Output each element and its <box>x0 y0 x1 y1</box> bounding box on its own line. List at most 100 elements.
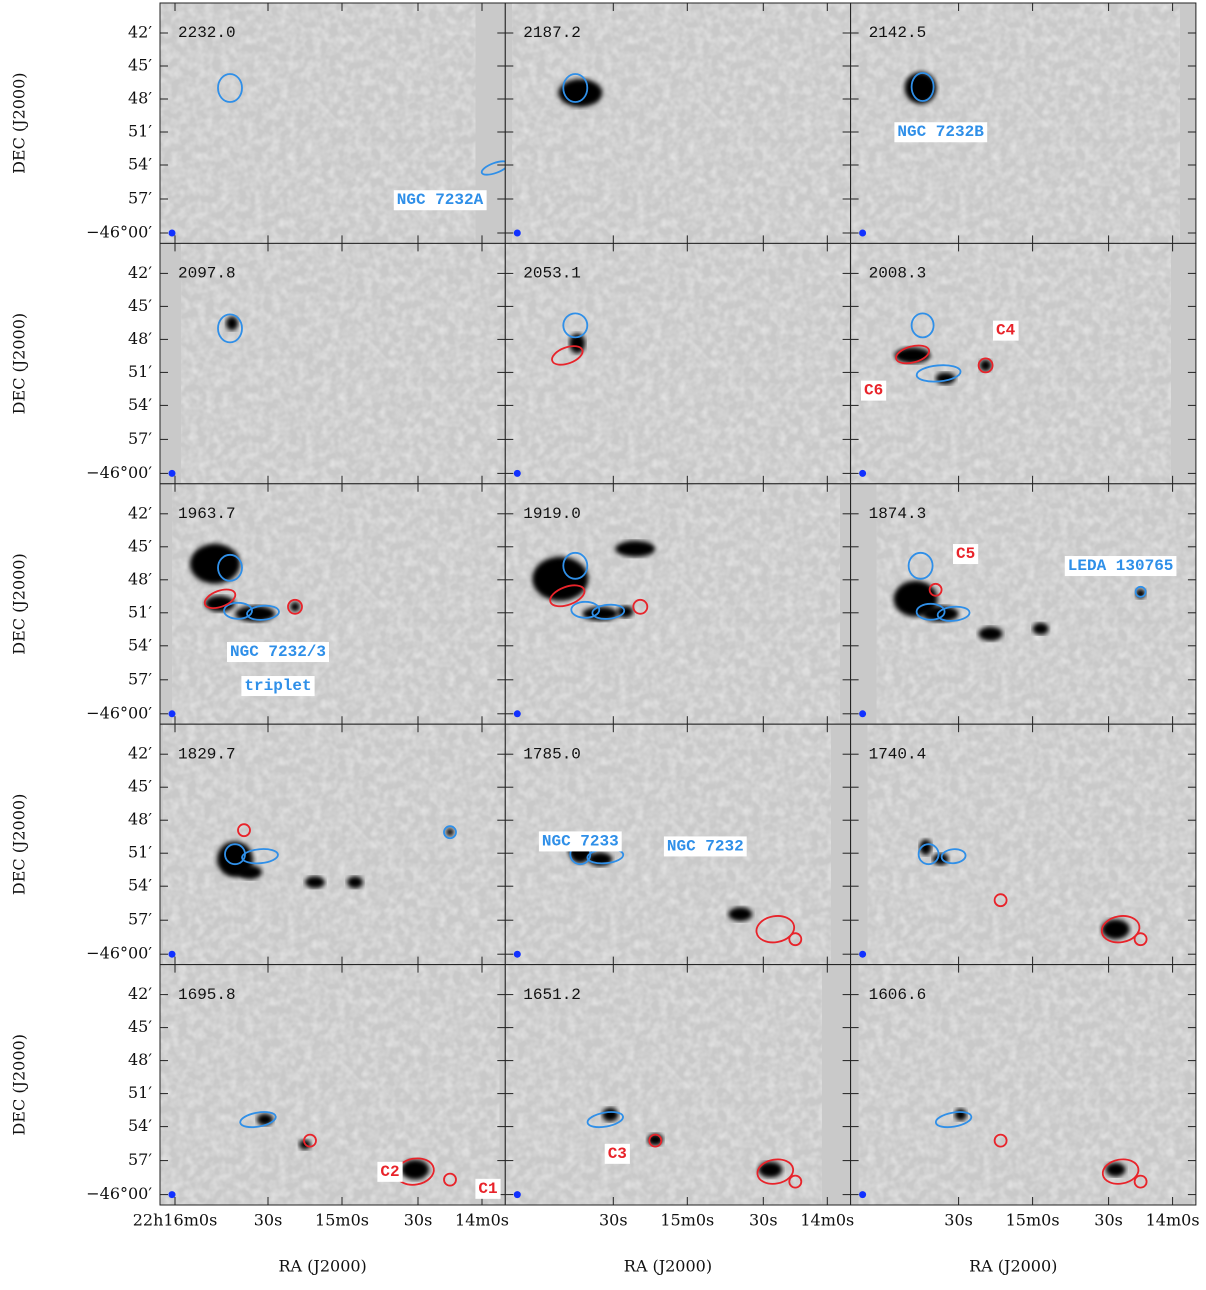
beam <box>859 950 867 958</box>
noise <box>163 724 506 965</box>
panel: 1606.6 <box>850 964 1197 1206</box>
velocity-label: 1606.6 <box>869 986 927 1004</box>
cloud-ellipse <box>632 598 649 615</box>
y-tick-label: 42′ <box>128 23 152 42</box>
cloud-ellipse <box>756 1158 795 1185</box>
x-tick-label: 14m0s <box>1146 1211 1200 1230</box>
y-tick-label: 51′ <box>128 602 152 621</box>
galaxy-ellipse <box>480 160 506 176</box>
y-tick-label: −46°00′ <box>86 223 152 242</box>
panel: 2053.1 <box>504 242 852 485</box>
cloud-ellipse <box>788 932 803 947</box>
x-tick-label: 30s <box>404 1211 433 1230</box>
panel-image <box>505 3 851 244</box>
velocity-label: 2097.8 <box>178 265 236 283</box>
velocity-label: 2008.3 <box>869 265 927 283</box>
galaxy-ellipse <box>915 602 946 621</box>
galaxy-ellipse <box>246 604 280 621</box>
y-tick-label: 57′ <box>128 910 152 929</box>
annotation-bg <box>226 642 330 663</box>
y-tick-label: 57′ <box>128 189 152 208</box>
y-tick-label: 57′ <box>128 1150 152 1169</box>
noise <box>512 3 851 244</box>
x-tick-label: 30s <box>1094 1211 1123 1230</box>
panel: 2232.0 NGC 7232A <box>159 2 506 244</box>
emission-blob <box>932 853 949 866</box>
noise <box>505 483 840 725</box>
emission-blob <box>226 316 238 331</box>
y-tick-label: 54′ <box>128 395 152 414</box>
annotation: triplet <box>244 677 311 695</box>
emission-blob <box>1032 622 1049 635</box>
y-axis-label: DEC (J2000) <box>10 313 29 414</box>
galaxy-ellipse <box>443 825 457 840</box>
emission-blob <box>922 605 959 622</box>
annotation-bg <box>393 190 487 211</box>
velocity-label: 1874.3 <box>869 505 927 523</box>
y-tick-label: 57′ <box>128 669 152 688</box>
y-tick-label: 45′ <box>128 296 152 315</box>
annotation: LEDA 130765 <box>1068 557 1174 575</box>
y-tick-label: 51′ <box>128 122 152 141</box>
panel: 2008.3 C4 C6 <box>850 242 1197 485</box>
annotation-bg <box>992 320 1019 341</box>
annotation: NGC 7232B <box>897 123 984 141</box>
beam <box>859 469 867 477</box>
y-axis-label: DEC (J2000) <box>10 1034 29 1135</box>
x-axis-label: RA (J2000) <box>969 1257 1057 1276</box>
beam <box>859 1191 867 1199</box>
panel: 1651.2 C3 <box>504 964 852 1206</box>
emission-blob <box>954 1108 967 1121</box>
annotation-bg <box>860 380 887 401</box>
beam <box>513 229 521 237</box>
y-tick-label: 48′ <box>128 89 152 108</box>
velocity-label: 2187.2 <box>523 24 581 42</box>
emission-blob <box>532 556 589 601</box>
annotation-bg <box>952 544 979 565</box>
annotation: NGC 7232/3 <box>230 643 326 661</box>
x-axis-label: RA (J2000) <box>278 1257 366 1276</box>
x-tick-label: 14m0s <box>800 1211 854 1230</box>
y-tick-label: 45′ <box>128 536 152 555</box>
emission-blob <box>919 839 932 856</box>
emission-blob <box>190 543 240 584</box>
noise <box>858 964 1196 1205</box>
y-tick-label: 54′ <box>128 635 152 654</box>
y-tick-label: 51′ <box>128 362 152 381</box>
panel: 1695.8 C2 C1 <box>159 964 506 1206</box>
panel: 1740.4 <box>850 723 1197 966</box>
emission-blob <box>615 540 656 557</box>
y-tick-label: 54′ <box>128 155 152 174</box>
cloud-ellipse <box>648 1133 663 1148</box>
galaxy-ellipse <box>217 73 243 103</box>
emission-blob <box>1105 1162 1126 1177</box>
y-tick-label: 54′ <box>128 1116 152 1135</box>
beam <box>513 950 521 958</box>
annotation-bg <box>377 1161 403 1182</box>
galaxy-ellipse <box>223 601 253 620</box>
annotation: NGC 7232A <box>397 191 484 209</box>
cloud-ellipse <box>1133 1174 1148 1189</box>
y-tick-label: −46°00′ <box>86 703 152 722</box>
velocity-label: 1695.8 <box>178 986 236 1004</box>
cloud-ellipse <box>895 344 931 365</box>
beam <box>513 469 521 477</box>
cloud-ellipse <box>1133 932 1148 947</box>
cloud-ellipse <box>977 357 994 374</box>
velocity-label: 1829.7 <box>178 745 236 763</box>
y-tick-label: 48′ <box>128 810 152 829</box>
velocity-label: 1919.0 <box>523 505 581 523</box>
velocity-label: 2142.5 <box>869 24 927 42</box>
y-tick-label: 45′ <box>128 1017 152 1036</box>
panel: 2142.5 NGC 7232B <box>850 2 1197 244</box>
y-tick-label: −46°00′ <box>86 463 152 482</box>
panel-image <box>505 483 851 725</box>
cloud-ellipse <box>1100 915 1141 944</box>
cloud-ellipse <box>287 598 303 615</box>
panel: 1829.7 <box>159 723 506 966</box>
galaxy-ellipse <box>562 312 589 339</box>
beam <box>859 710 867 718</box>
panel-image <box>850 243 1196 484</box>
y-tick-label: −46°00′ <box>86 944 152 963</box>
